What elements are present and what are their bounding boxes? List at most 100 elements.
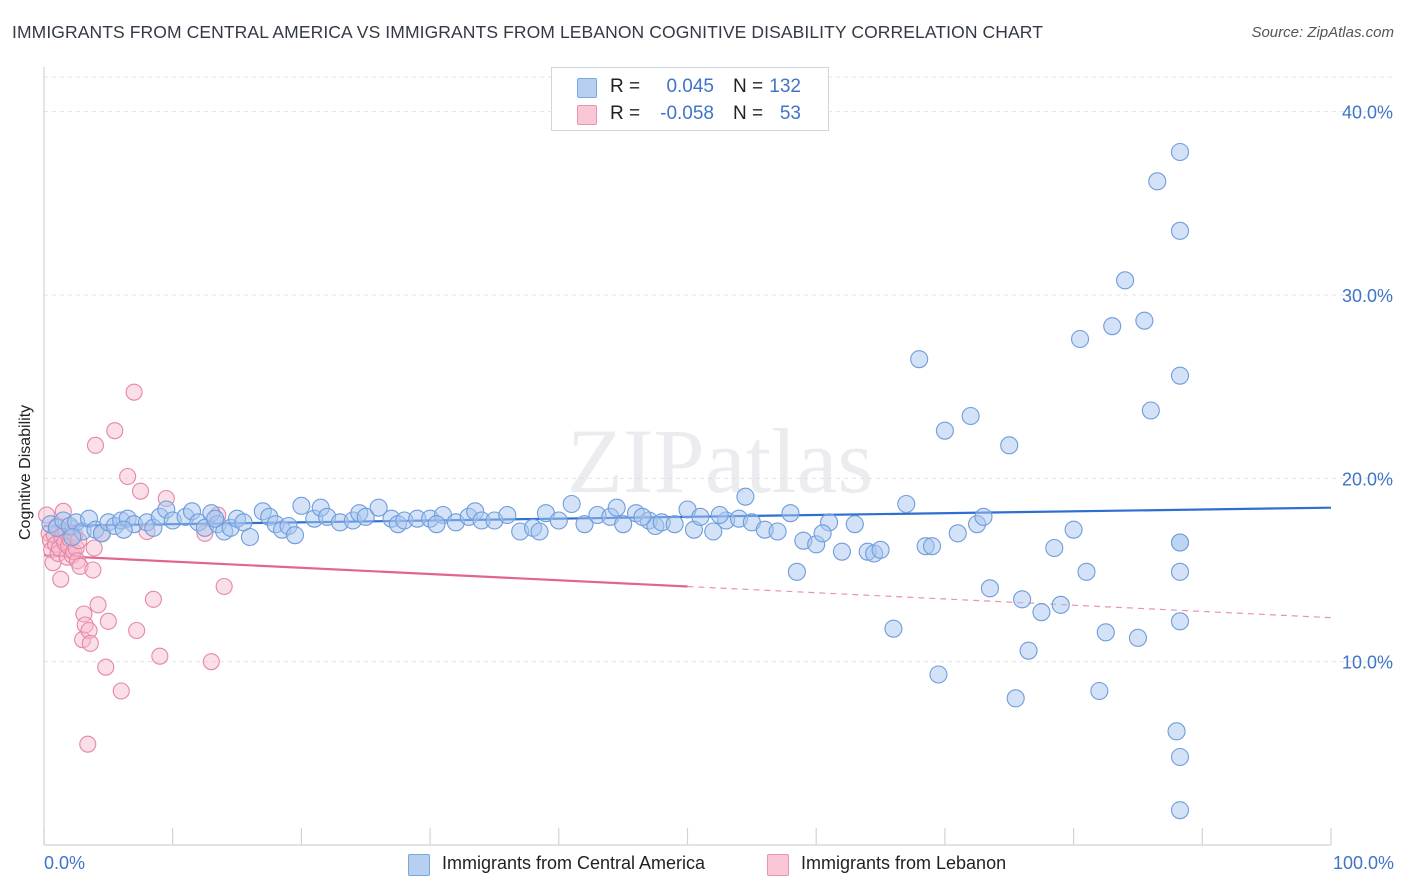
data-point-lebanon <box>81 634 99 652</box>
source-label: Source: ZipAtlas.com <box>1251 24 1394 41</box>
data-point-lebanon <box>71 557 89 575</box>
legend-r-label: R = <box>610 76 641 97</box>
data-point-central-america <box>614 515 633 534</box>
legend-n-label: N = <box>733 103 764 124</box>
legend-row-lebanon: R = -0.058 N = 53 <box>552 101 828 127</box>
data-point-central-america <box>1128 628 1147 647</box>
data-point-central-america <box>787 562 806 581</box>
data-point-central-america <box>948 524 967 543</box>
data-point-central-america <box>1013 590 1032 609</box>
data-point-central-america <box>1077 562 1096 581</box>
data-point-central-america <box>897 494 916 514</box>
data-point-central-america <box>935 421 954 440</box>
data-point-central-america <box>1148 172 1167 191</box>
data-point-central-america <box>922 537 942 556</box>
series-lebanon-points <box>38 383 233 753</box>
data-point-central-america <box>710 505 729 525</box>
data-point-lebanon <box>202 653 220 671</box>
data-point-central-america <box>63 527 82 547</box>
data-point-central-america <box>1051 595 1070 614</box>
data-point-lebanon <box>106 422 124 440</box>
data-point-central-america <box>1103 317 1122 336</box>
y-tick-labels: 10.0% 20.0% 30.0% 40.0% <box>1342 103 1393 673</box>
legend-swatch-blue <box>408 854 430 876</box>
data-point-central-america <box>1141 401 1160 420</box>
legend-swatch-blue <box>577 78 597 98</box>
legend-n-value: 132 <box>769 76 801 97</box>
data-point-central-america <box>974 507 993 526</box>
chart-title: IMMIGRANTS FROM CENTRAL AMERICA VS IMMIG… <box>12 22 1043 42</box>
legend-label: Immigrants from Central America <box>442 853 706 873</box>
data-point-central-america <box>1045 538 1064 558</box>
data-point-central-america <box>292 496 311 515</box>
data-point-lebanon <box>119 467 137 486</box>
x-tick-label-min: 0.0% <box>44 853 86 873</box>
data-point-central-america <box>910 350 929 369</box>
data-point-central-america <box>530 522 549 541</box>
data-point-central-america <box>607 498 626 517</box>
legend-n-label: N = <box>733 76 764 97</box>
data-point-central-america <box>562 494 581 514</box>
data-point-central-america <box>369 498 388 517</box>
legend-swatch-pink <box>577 105 597 125</box>
data-point-central-america <box>206 509 225 528</box>
data-point-central-america <box>356 507 375 526</box>
data-point-central-america <box>1070 329 1090 349</box>
data-point-lebanon <box>79 735 97 753</box>
data-point-central-america <box>1170 142 1190 162</box>
data-point-lebanon <box>84 561 102 579</box>
data-point-central-america <box>1170 221 1190 240</box>
data-point-central-america <box>704 522 723 541</box>
data-point-central-america <box>929 665 948 684</box>
legend-row-central-america: R = 0.045 N = 132 <box>552 74 828 100</box>
data-point-lebanon <box>144 590 162 608</box>
data-point-central-america <box>1116 271 1135 290</box>
data-point-central-america <box>961 406 980 426</box>
y-tick-label: 40.0% <box>1342 103 1393 123</box>
data-point-central-america <box>1170 366 1190 385</box>
data-point-lebanon <box>85 539 103 557</box>
data-point-central-america <box>813 524 832 543</box>
axes <box>43 67 1332 846</box>
data-point-central-america <box>498 505 517 525</box>
data-point-central-america <box>781 504 800 523</box>
legend-n-value: 53 <box>779 103 801 124</box>
legend-r-value: 0.045 <box>666 76 714 97</box>
data-point-lebanon <box>80 621 98 640</box>
data-point-central-america <box>845 515 864 534</box>
data-point-central-america <box>1170 801 1190 820</box>
data-point-central-america <box>736 487 755 506</box>
data-point-central-america <box>427 515 446 534</box>
data-point-central-america <box>285 526 305 545</box>
legend-swatch-pink <box>767 854 789 876</box>
data-point-lebanon <box>86 436 105 454</box>
legend-r-label: R = <box>610 103 641 124</box>
data-point-central-america <box>240 527 259 547</box>
data-point-central-america <box>832 542 851 561</box>
trend-line-lebanon-extrapolated <box>687 585 1332 619</box>
correlation-legend: R = 0.045 N = 132 R = -0.058 N = 53 <box>551 67 829 131</box>
data-point-lebanon <box>215 577 233 596</box>
data-point-central-america <box>1090 681 1109 701</box>
data-point-central-america <box>1170 747 1190 767</box>
data-point-central-america <box>1019 641 1038 660</box>
legend-label: Immigrants from Lebanon <box>801 853 1007 873</box>
data-point-central-america <box>691 507 710 526</box>
data-point-lebanon <box>52 570 70 588</box>
data-point-central-america <box>1170 612 1190 631</box>
data-point-central-america <box>114 520 133 539</box>
grid-lines <box>44 76 1393 663</box>
y-tick-label: 10.0% <box>1342 653 1393 673</box>
data-point-lebanon <box>125 383 143 401</box>
data-point-central-america <box>1170 562 1190 581</box>
data-point-central-america <box>1064 520 1083 539</box>
data-point-central-america <box>1032 603 1051 622</box>
data-point-lebanon <box>99 612 117 630</box>
trend-line-lebanon <box>43 554 688 588</box>
data-point-central-america <box>871 540 890 559</box>
data-point-central-america <box>665 515 684 534</box>
watermark: ZIPatlas <box>567 410 874 512</box>
data-point-central-america <box>1167 722 1186 741</box>
data-point-central-america <box>575 515 594 534</box>
